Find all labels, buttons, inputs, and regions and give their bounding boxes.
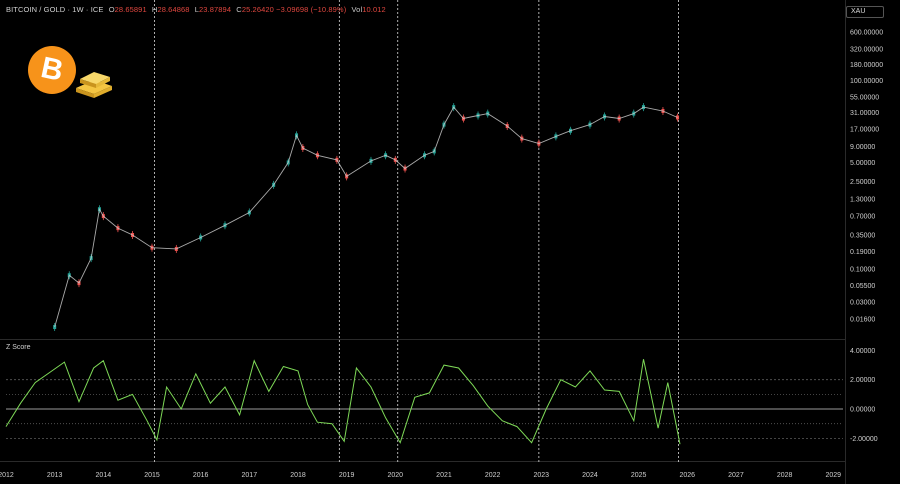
- time-axis-tick-label: 2014: [96, 472, 112, 479]
- price-axis-tick-label: 17.00000: [850, 127, 879, 134]
- price-axis-tick-label: 600.00000: [850, 29, 883, 36]
- price-candle: [53, 325, 57, 330]
- price-axis-tick-label: 100.00000: [850, 78, 883, 85]
- time-axis-tick-label: 2013: [47, 472, 63, 479]
- zscore-axis-tick-label: 4.00000: [850, 348, 875, 355]
- price-axis-tick-label: 9.00000: [850, 144, 875, 151]
- time-axis-tick-label: 2017: [242, 472, 258, 479]
- price-axis-tick-label: 0.70000: [850, 214, 875, 221]
- zscore-axis-tick-label: 0.00000: [850, 407, 875, 414]
- price-axis-tick-label: 55.00000: [850, 95, 879, 102]
- currency-selector[interactable]: XAU: [846, 6, 884, 18]
- time-axis-tick-label: 2018: [290, 472, 306, 479]
- time-axis-tick-label: 2015: [144, 472, 160, 479]
- open-value: 28.65891: [114, 5, 147, 14]
- price-axis-tick-label: 5.00000: [850, 160, 875, 167]
- price-axis-tick-label: 2.50000: [850, 179, 875, 186]
- zscore-axis-tick-label: 2.00000: [850, 377, 875, 384]
- time-axis-tick-label: 2012: [0, 472, 14, 479]
- time-axis-tick-label: 2019: [339, 472, 355, 479]
- time-axis-tick-label: 2026: [679, 472, 695, 479]
- time-axis-tick-label: 2022: [485, 472, 501, 479]
- time-axis-tick-label: 2020: [388, 472, 404, 479]
- price-axis-tick-label: 31.00000: [850, 110, 879, 117]
- price-axis-tick-label: 0.10000: [850, 267, 875, 274]
- close-key: C: [236, 5, 242, 14]
- symbol-title: BITCOIN / GOLD · 1W · ICE: [6, 5, 104, 14]
- price-axis-tick-label: 320.00000: [850, 46, 883, 53]
- low-key: L: [194, 5, 200, 14]
- low-value: 23.87894: [199, 5, 232, 14]
- price-series-line: [54, 106, 678, 328]
- price-candle: [676, 115, 680, 120]
- zscore-panel-label: Z Score: [6, 344, 31, 351]
- price-axis-tick-label: 1.30000: [850, 197, 875, 204]
- time-axis-tick-label: 2027: [728, 472, 744, 479]
- high-key: H: [151, 5, 158, 14]
- high-value: 28.64868: [157, 5, 190, 14]
- price-axis-tick-label: 0.03000: [850, 300, 875, 307]
- bitcoin-icon: B: [28, 46, 76, 94]
- time-axis-tick-label: 2016: [193, 472, 209, 479]
- price-axis-tick-label: 180.00000: [850, 62, 883, 69]
- time-axis-tick-label: 2025: [631, 472, 647, 479]
- time-axis-tick-label: 2021: [436, 472, 452, 479]
- time-axis-tick-label: 2029: [825, 472, 841, 479]
- change-value: −3.09698 (−10.89%): [276, 5, 347, 14]
- symbol-header: BITCOIN / GOLD · 1W · ICE O28.65891 H28.…: [6, 5, 386, 14]
- time-axis-tick-label: 2023: [534, 472, 550, 479]
- price-axis-tick-label: 0.05500: [850, 283, 875, 290]
- time-axis-tick-label: 2028: [777, 472, 793, 479]
- zscore-axis-tick-label: -2.00000: [850, 436, 878, 443]
- close-value: 25.26420: [241, 5, 274, 14]
- volume-key: Vol: [351, 5, 363, 14]
- zscore-series-line: [5, 359, 681, 445]
- price-axis-tick-label: 0.19000: [850, 249, 875, 256]
- gold-bars-icon: [76, 72, 112, 98]
- volume-value: 10.012: [362, 5, 386, 14]
- price-axis-tick-label: 0.01600: [850, 317, 875, 324]
- time-axis-tick-label: 2024: [582, 472, 598, 479]
- price-axis-tick-label: 0.35000: [850, 233, 875, 240]
- open-key: O: [108, 5, 115, 14]
